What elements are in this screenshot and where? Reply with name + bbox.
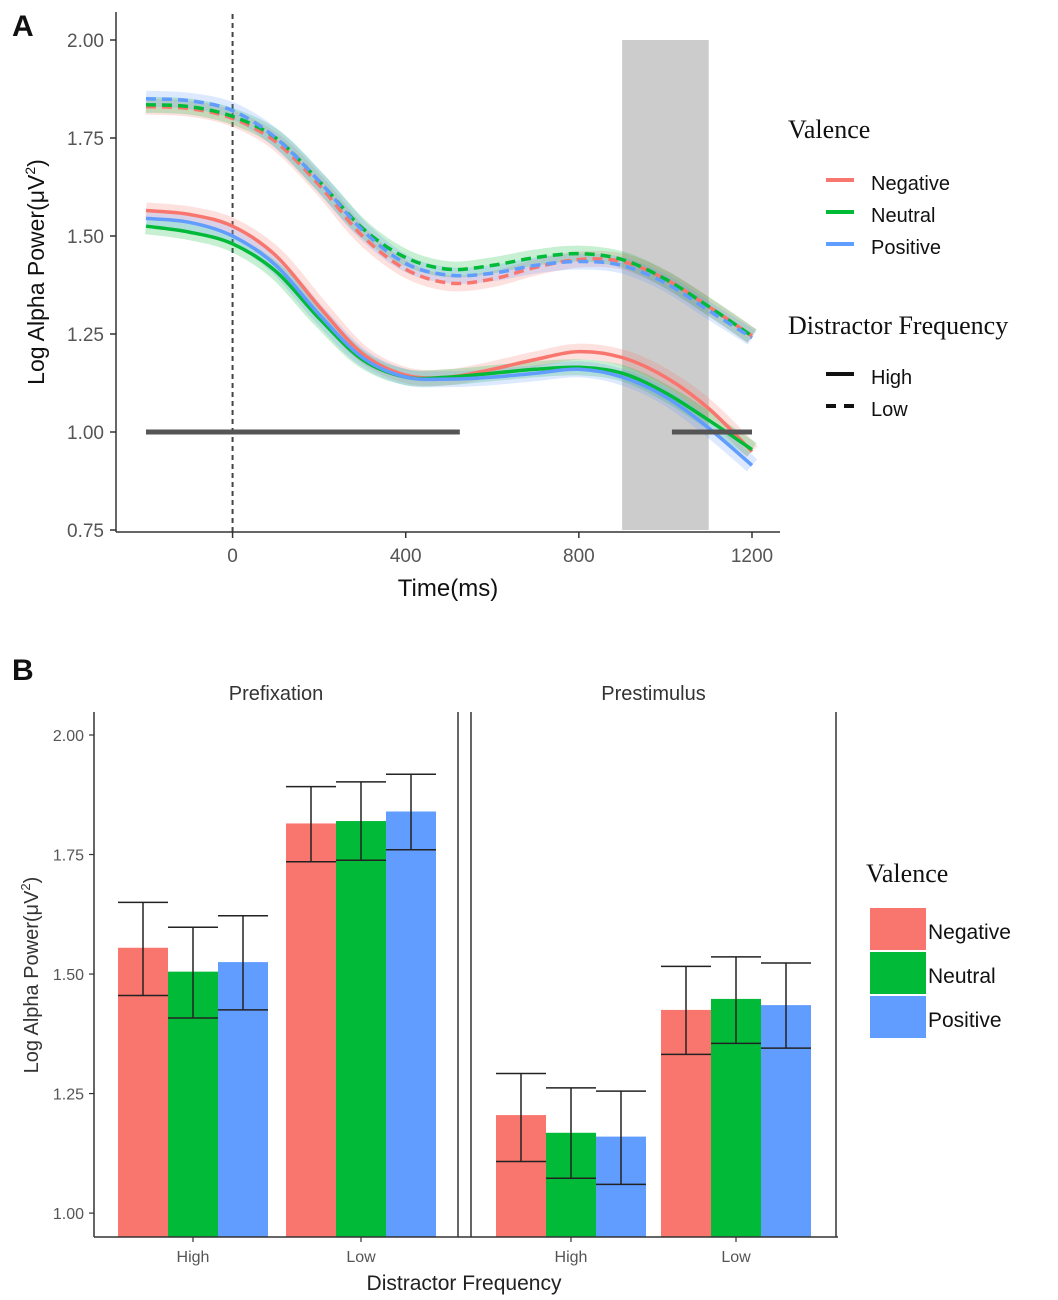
line-negative-low: [145, 104, 753, 338]
legend-b-key-neutral: [870, 952, 926, 994]
panel-b-x-tick-label: High: [555, 1249, 588, 1266]
panel-a-x-tick-label: 400: [390, 546, 422, 567]
facet-title-prestimulus: Prestimulus: [601, 683, 705, 705]
legend-b-title: Valence: [866, 859, 948, 888]
panel-a-x-tick-label: 800: [563, 546, 595, 567]
panel-a-y-tick-label: 1.00: [67, 423, 104, 444]
error-bar-prestimulus-high-neutral: [546, 1087, 596, 1179]
panel-a-x-tick-label: 0: [227, 546, 238, 567]
panel-a-line-chart: 0.75 1.00 1.25 1.50 1.75 2.00 0 400 800 1200 Tim…: [22, 12, 1008, 602]
panel-b-y-tick-label: 1.75: [53, 848, 84, 865]
legend-b-key-negative: [870, 908, 926, 950]
panel-b-x-tick-label: High: [177, 1249, 210, 1266]
facet-prefixation: Prefixation High Low: [93, 683, 459, 1266]
panel-a-x-axis-title: Time(ms): [398, 575, 498, 602]
bar-prefixation-low-negative: [286, 823, 336, 1237]
panel-a-y-tick-label: 1.75: [67, 129, 104, 150]
legend-label-neutral: Neutral: [871, 205, 935, 227]
line-neutral-low: [145, 102, 753, 338]
legend-b-label-negative: Negative: [928, 921, 1011, 944]
legend-frequency-title: Distractor Frequency: [788, 311, 1008, 340]
panel-a-y-tick-label: 2.00: [67, 31, 104, 52]
facet-prestimulus: Prestimulus High Low: [470, 683, 837, 1266]
legend-label-negative: Negative: [871, 173, 950, 195]
panel-a-x-tick-label: 1200: [731, 546, 773, 567]
panel-a-legend: Valence Negative Neutral Positive Distra…: [788, 115, 1008, 421]
panel-a-y-tick-label: 0.75: [67, 521, 104, 542]
error-bar-prestimulus-high-negative: [496, 1072, 546, 1163]
panel-b-x-tick-label: Low: [721, 1249, 751, 1266]
error-bar-prefixation-low-negative: [286, 785, 336, 863]
legend-b-key-positive: [870, 996, 926, 1038]
legend-label-high: High: [871, 367, 912, 389]
legend-label-positive: Positive: [871, 237, 941, 259]
line-neutral-high: [145, 224, 753, 452]
panel-label-b: B: [12, 654, 34, 687]
panel-a-y-tick-label: 1.50: [67, 227, 104, 248]
panel-b-y-tick-label: 1.50: [53, 967, 84, 984]
error-bar-prefixation-high-neutral: [168, 926, 218, 1019]
error-bar-prestimulus-high-positive: [596, 1090, 646, 1186]
error-bar-prestimulus-low-negative: [661, 965, 711, 1056]
panel-a-y-tick-label: 1.25: [67, 325, 104, 346]
legend-b-label-neutral: Neutral: [928, 965, 996, 988]
legend-b-label-positive: Positive: [928, 1009, 1002, 1032]
panel-b-x-axis-title: Distractor Frequency: [367, 1272, 562, 1295]
panel-a-y-axis-title: Log Alpha Power(μV2): [22, 159, 49, 385]
error-bar-prefixation-low-neutral: [336, 781, 386, 862]
facet-title-prefixation: Prefixation: [229, 683, 324, 705]
panel-b-x-tick-label: Low: [346, 1249, 376, 1266]
error-bar-prestimulus-low-neutral: [711, 956, 761, 1045]
error-bar-prefixation-low-positive: [386, 773, 436, 851]
error-bar-prefixation-high-negative: [118, 901, 168, 997]
legend-valence-title: Valence: [788, 115, 870, 144]
legend-label-low: Low: [871, 399, 908, 421]
panel-b-y-axis-title: Log Alpha Power(μV2): [18, 877, 43, 1074]
error-bar-prefixation-high-positive: [218, 914, 268, 1011]
line-positive-low: [145, 97, 753, 340]
panel-b-legend: Valence Negative Neutral Positive: [866, 859, 1011, 1038]
analysis-window-shade: [622, 40, 709, 530]
panel-b-y-tick-label: 1.25: [53, 1087, 84, 1104]
panel-b-bar-chart: Prefixation High Low Prestimulus High Low 1.0…: [18, 683, 1011, 1295]
bar-prefixation-low-positive: [386, 811, 436, 1237]
line-positive-high: [145, 216, 754, 467]
panel-b-y-tick-label: 2.00: [53, 728, 84, 745]
panel-label-a: A: [12, 10, 34, 43]
error-bar-prestimulus-low-positive: [761, 962, 811, 1049]
bar-prefixation-low-neutral: [336, 821, 386, 1237]
panel-b-y-tick-label: 1.00: [53, 1206, 84, 1223]
